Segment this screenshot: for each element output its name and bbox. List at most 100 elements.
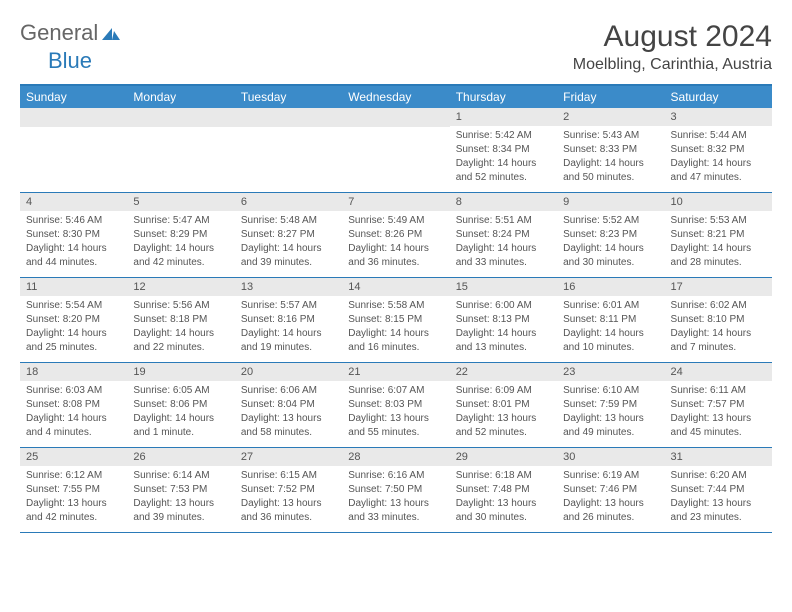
day-line: Sunset: 8:06 PM <box>133 398 228 411</box>
calendar-day-cell: 22Sunrise: 6:09 AMSunset: 8:01 PMDayligh… <box>450 363 557 447</box>
day-number: 1 <box>450 108 557 126</box>
day-line: and 42 minutes. <box>26 511 121 524</box>
day-line: Daylight: 14 hours <box>133 412 228 425</box>
day-body: Sunrise: 5:54 AMSunset: 8:20 PMDaylight:… <box>20 296 127 359</box>
day-line: Sunset: 8:10 PM <box>671 313 766 326</box>
day-line: Sunset: 8:03 PM <box>348 398 443 411</box>
day-line: Daylight: 13 hours <box>26 497 121 510</box>
day-number <box>20 108 127 127</box>
calendar-day-cell <box>342 108 449 192</box>
day-line: Sunrise: 5:47 AM <box>133 214 228 227</box>
day-number: 6 <box>235 193 342 211</box>
day-number: 4 <box>20 193 127 211</box>
day-number <box>342 108 449 127</box>
day-line: Daylight: 14 hours <box>241 327 336 340</box>
day-line: Daylight: 13 hours <box>563 497 658 510</box>
calendar-day-cell: 15Sunrise: 6:00 AMSunset: 8:13 PMDayligh… <box>450 278 557 362</box>
day-line: Daylight: 14 hours <box>671 242 766 255</box>
calendar-week-row: 11Sunrise: 5:54 AMSunset: 8:20 PMDayligh… <box>20 278 772 363</box>
logo-text-general: General <box>20 20 98 46</box>
day-line: Daylight: 14 hours <box>26 327 121 340</box>
day-line: Daylight: 14 hours <box>348 327 443 340</box>
day-line: Sunrise: 6:11 AM <box>671 384 766 397</box>
day-line: Sunrise: 6:19 AM <box>563 469 658 482</box>
day-line: and 1 minute. <box>133 426 228 439</box>
calendar-day-cell: 20Sunrise: 6:06 AMSunset: 8:04 PMDayligh… <box>235 363 342 447</box>
calendar-week-row: 25Sunrise: 6:12 AMSunset: 7:55 PMDayligh… <box>20 448 772 533</box>
day-line: and 7 minutes. <box>671 341 766 354</box>
calendar-day-cell: 19Sunrise: 6:05 AMSunset: 8:06 PMDayligh… <box>127 363 234 447</box>
day-line: Sunset: 7:52 PM <box>241 483 336 496</box>
day-number: 7 <box>342 193 449 211</box>
day-number <box>127 108 234 127</box>
day-body: Sunrise: 6:15 AMSunset: 7:52 PMDaylight:… <box>235 466 342 529</box>
day-line: Sunrise: 5:52 AM <box>563 214 658 227</box>
day-line: and 33 minutes. <box>456 256 551 269</box>
calendar-day-cell: 1Sunrise: 5:42 AMSunset: 8:34 PMDaylight… <box>450 108 557 192</box>
calendar-day-cell: 14Sunrise: 5:58 AMSunset: 8:15 PMDayligh… <box>342 278 449 362</box>
day-line: Sunrise: 6:12 AM <box>26 469 121 482</box>
logo-triangle-icon <box>102 26 120 40</box>
day-line: Sunset: 7:48 PM <box>456 483 551 496</box>
day-body: Sunrise: 6:16 AMSunset: 7:50 PMDaylight:… <box>342 466 449 529</box>
logo-text-blue: Blue <box>48 48 92 73</box>
day-line: Sunrise: 6:03 AM <box>26 384 121 397</box>
day-line: Sunrise: 6:16 AM <box>348 469 443 482</box>
day-line: Sunrise: 5:54 AM <box>26 299 121 312</box>
day-line: and 10 minutes. <box>563 341 658 354</box>
day-body: Sunrise: 6:02 AMSunset: 8:10 PMDaylight:… <box>665 296 772 359</box>
day-body: Sunrise: 6:18 AMSunset: 7:48 PMDaylight:… <box>450 466 557 529</box>
day-body: Sunrise: 6:10 AMSunset: 7:59 PMDaylight:… <box>557 381 664 444</box>
day-body: Sunrise: 6:14 AMSunset: 7:53 PMDaylight:… <box>127 466 234 529</box>
day-line: and 25 minutes. <box>26 341 121 354</box>
day-line: Daylight: 14 hours <box>133 327 228 340</box>
day-body: Sunrise: 6:03 AMSunset: 8:08 PMDaylight:… <box>20 381 127 444</box>
calendar-day-cell: 18Sunrise: 6:03 AMSunset: 8:08 PMDayligh… <box>20 363 127 447</box>
day-body: Sunrise: 6:05 AMSunset: 8:06 PMDaylight:… <box>127 381 234 444</box>
dow-header: Thursday <box>450 86 557 108</box>
dow-header: Friday <box>557 86 664 108</box>
day-number: 31 <box>665 448 772 466</box>
day-line: Sunset: 8:29 PM <box>133 228 228 241</box>
day-line: Sunset: 8:21 PM <box>671 228 766 241</box>
day-line: and 39 minutes. <box>241 256 336 269</box>
day-number: 24 <box>665 363 772 381</box>
day-number: 2 <box>557 108 664 126</box>
day-line: and 33 minutes. <box>348 511 443 524</box>
dow-header: Tuesday <box>235 86 342 108</box>
day-line: and 23 minutes. <box>671 511 766 524</box>
day-number: 14 <box>342 278 449 296</box>
day-line: and 28 minutes. <box>671 256 766 269</box>
day-body: Sunrise: 6:20 AMSunset: 7:44 PMDaylight:… <box>665 466 772 529</box>
day-line: Sunset: 8:26 PM <box>348 228 443 241</box>
calendar-week-row: 1Sunrise: 5:42 AMSunset: 8:34 PMDaylight… <box>20 108 772 193</box>
day-number: 26 <box>127 448 234 466</box>
day-number: 18 <box>20 363 127 381</box>
day-line: Daylight: 14 hours <box>671 327 766 340</box>
calendar-day-cell: 4Sunrise: 5:46 AMSunset: 8:30 PMDaylight… <box>20 193 127 277</box>
day-number: 8 <box>450 193 557 211</box>
day-line: Sunrise: 6:01 AM <box>563 299 658 312</box>
day-line: and 26 minutes. <box>563 511 658 524</box>
day-number: 12 <box>127 278 234 296</box>
day-number: 19 <box>127 363 234 381</box>
day-line: Daylight: 13 hours <box>348 497 443 510</box>
day-number: 22 <box>450 363 557 381</box>
calendar-week-row: 4Sunrise: 5:46 AMSunset: 8:30 PMDaylight… <box>20 193 772 278</box>
day-number: 20 <box>235 363 342 381</box>
day-line: Sunrise: 6:02 AM <box>671 299 766 312</box>
calendar-day-cell <box>127 108 234 192</box>
day-body: Sunrise: 6:11 AMSunset: 7:57 PMDaylight:… <box>665 381 772 444</box>
day-line: and 36 minutes. <box>348 256 443 269</box>
dow-header: Wednesday <box>342 86 449 108</box>
calendar-day-cell: 10Sunrise: 5:53 AMSunset: 8:21 PMDayligh… <box>665 193 772 277</box>
day-number: 11 <box>20 278 127 296</box>
day-body: Sunrise: 6:01 AMSunset: 8:11 PMDaylight:… <box>557 296 664 359</box>
day-line: Sunrise: 5:43 AM <box>563 129 658 142</box>
day-line: Sunrise: 6:15 AM <box>241 469 336 482</box>
day-body: Sunrise: 6:19 AMSunset: 7:46 PMDaylight:… <box>557 466 664 529</box>
day-line: Sunrise: 6:06 AM <box>241 384 336 397</box>
day-line: Daylight: 14 hours <box>671 157 766 170</box>
day-line: Daylight: 14 hours <box>563 327 658 340</box>
calendar-day-cell: 13Sunrise: 5:57 AMSunset: 8:16 PMDayligh… <box>235 278 342 362</box>
